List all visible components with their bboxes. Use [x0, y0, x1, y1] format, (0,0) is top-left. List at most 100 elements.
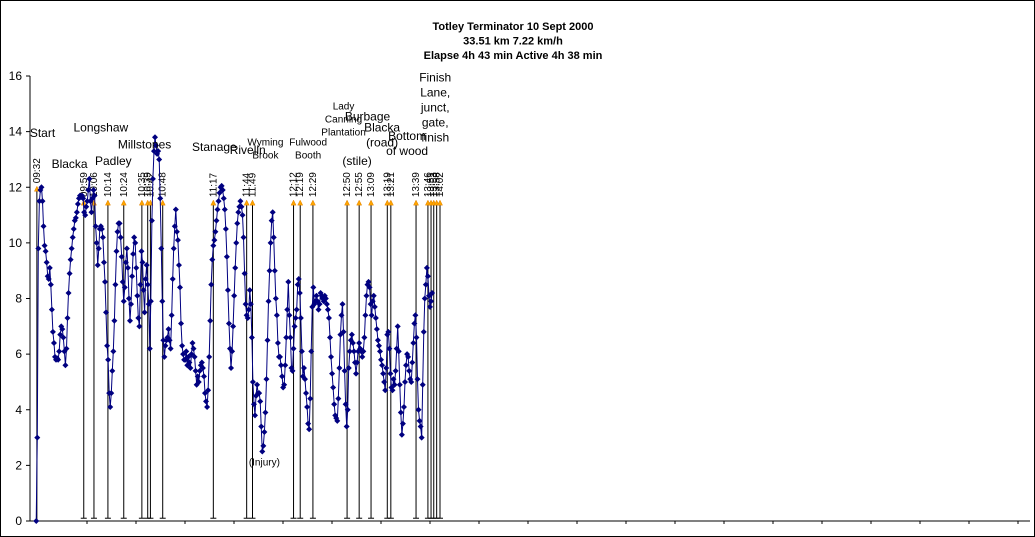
data-point [359, 353, 366, 360]
annotation-line: Plantation [321, 127, 365, 138]
data-point [420, 328, 427, 335]
data-point [100, 259, 107, 266]
marker-triangle-1149 [249, 199, 256, 206]
annotation-line: of wood [386, 144, 428, 158]
data-point [329, 370, 336, 377]
data-point [300, 365, 307, 372]
annotation-line: Rivelin [230, 143, 266, 157]
data-point [400, 403, 407, 410]
marker-triangle-1250 [344, 199, 350, 206]
data-point [33, 518, 40, 524]
data-point [366, 284, 373, 291]
marker-label-1144: 11:44 [242, 172, 253, 197]
data-point [394, 323, 401, 330]
data-point [85, 187, 92, 194]
data-point [90, 187, 97, 194]
data-point [405, 353, 412, 360]
data-point [427, 303, 433, 310]
data-point [214, 206, 221, 213]
data-point [160, 337, 167, 344]
data-point [233, 239, 240, 246]
data-point [305, 420, 312, 427]
y-tick-label: 10 [9, 236, 23, 250]
data-point [250, 401, 257, 408]
data-point [177, 284, 183, 291]
annotation-bottom: Bottom of wood [386, 129, 428, 158]
data-point [203, 398, 210, 405]
data-point [130, 251, 137, 257]
data-point [108, 390, 115, 397]
data-point [325, 314, 332, 321]
data-point [70, 225, 77, 232]
data-point [308, 348, 315, 355]
data-point [62, 362, 69, 369]
data-point [157, 195, 164, 202]
data-point [328, 353, 335, 360]
data-point [121, 284, 128, 291]
data-point [104, 342, 111, 349]
data-point [212, 228, 219, 235]
data-point [116, 220, 123, 227]
data-point [249, 378, 256, 385]
data-point [284, 306, 291, 313]
y-tick-label: 12 [9, 180, 23, 194]
data-point [323, 301, 330, 308]
data-point [327, 334, 333, 341]
data-point [105, 356, 112, 363]
data-point [228, 365, 235, 372]
data-point [161, 353, 168, 360]
data-point [55, 356, 62, 363]
data-point [208, 281, 215, 288]
data-point [125, 295, 132, 302]
data-point [191, 353, 198, 360]
axes: 0 2 4 6 8 10 12 14 16 [9, 69, 1030, 528]
data-point [174, 237, 181, 244]
data-point [285, 278, 292, 285]
data-point [158, 245, 165, 252]
data-point [310, 284, 317, 291]
series-speed [33, 134, 436, 524]
data-point [403, 362, 410, 369]
data-point [149, 175, 156, 182]
data-point [411, 320, 418, 327]
data-point [362, 312, 369, 319]
data-point [306, 426, 313, 433]
data-point [132, 239, 139, 246]
data-point [195, 378, 202, 385]
data-point [303, 390, 310, 397]
data-point [339, 301, 346, 308]
data-point [218, 182, 225, 189]
data-point [269, 209, 276, 216]
data-point [136, 323, 143, 330]
data-point [341, 367, 348, 374]
data-point [381, 378, 388, 385]
data-point [409, 359, 416, 366]
data-point [133, 264, 140, 271]
data-point [36, 198, 43, 205]
annotation-stanage: Stanage [192, 140, 237, 154]
data-point [207, 317, 214, 324]
data-point [414, 376, 421, 383]
data-point [123, 245, 130, 252]
data-point [242, 301, 249, 308]
data-point [110, 348, 117, 355]
data-point [103, 309, 110, 316]
data-point [41, 242, 48, 249]
data-point [331, 401, 338, 408]
data-point [166, 337, 173, 344]
marker-label-1117: 11:17 [208, 172, 219, 197]
y-tick-label: 2 [15, 458, 22, 472]
data-point [198, 359, 205, 366]
marker-label-1014: 10:14 [103, 172, 114, 197]
annotation-line: Booth [295, 151, 321, 162]
data-point [252, 412, 258, 419]
data-point [377, 348, 383, 355]
data-point [153, 142, 160, 149]
time-markers: 09:32 09:59 10:06 10:14 10:24 10:3510:3910:42… [32, 158, 446, 522]
data-point [189, 340, 196, 346]
data-point [138, 248, 145, 255]
marker-triangle-1219 [297, 199, 304, 206]
annotation-line: Finish [419, 71, 451, 85]
marker-triangle-1024 [120, 199, 127, 206]
